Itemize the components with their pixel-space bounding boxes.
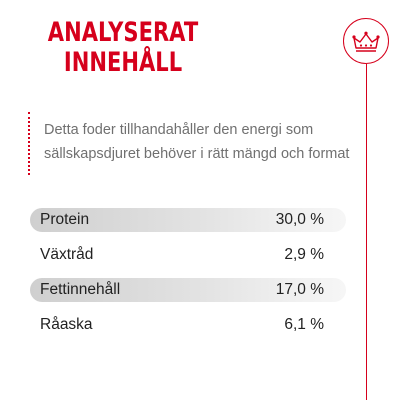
nutrient-row-ash: Råaska 6,1 % bbox=[30, 313, 346, 337]
nutrient-value: 30,0 % bbox=[275, 211, 324, 228]
nutrient-name: Fettinnehåll bbox=[40, 281, 121, 298]
title-line-2: INNEHÅLL bbox=[63, 47, 183, 78]
nutrient-row-fat: Fettinnehåll 17,0 % bbox=[30, 278, 346, 302]
nutrient-row-protein: Protein 30,0 % bbox=[30, 208, 346, 232]
divider-vertical bbox=[366, 64, 367, 400]
nutrient-row-fiber: Växtråd 2,9 % bbox=[30, 243, 346, 267]
nutrient-table: Protein 30,0 % Växtråd 2,9 % Fettinnehål… bbox=[30, 208, 346, 348]
divider-dotted bbox=[28, 112, 30, 175]
nutrient-name: Växtråd bbox=[40, 246, 94, 263]
page-title: ANALYSERAT INNEHÅLL bbox=[27, 18, 219, 78]
nutrient-value: 6,1 % bbox=[284, 316, 324, 333]
nutrient-name: Protein bbox=[40, 211, 90, 228]
brand-logo bbox=[343, 18, 389, 64]
title-line-1: ANALYSERAT bbox=[47, 17, 199, 48]
crown-icon bbox=[352, 31, 380, 52]
description: Detta foder tillhandahåller den energi s… bbox=[44, 118, 364, 166]
nutrient-value: 17,0 % bbox=[275, 281, 324, 298]
description-line-2: sällskapsdjuret behöver i rätt mängd och… bbox=[44, 146, 350, 162]
nutrient-value: 2,9 % bbox=[284, 246, 324, 263]
description-line-1: Detta foder tillhandahåller den energi s… bbox=[44, 122, 314, 138]
nutrient-name: Råaska bbox=[40, 316, 93, 333]
